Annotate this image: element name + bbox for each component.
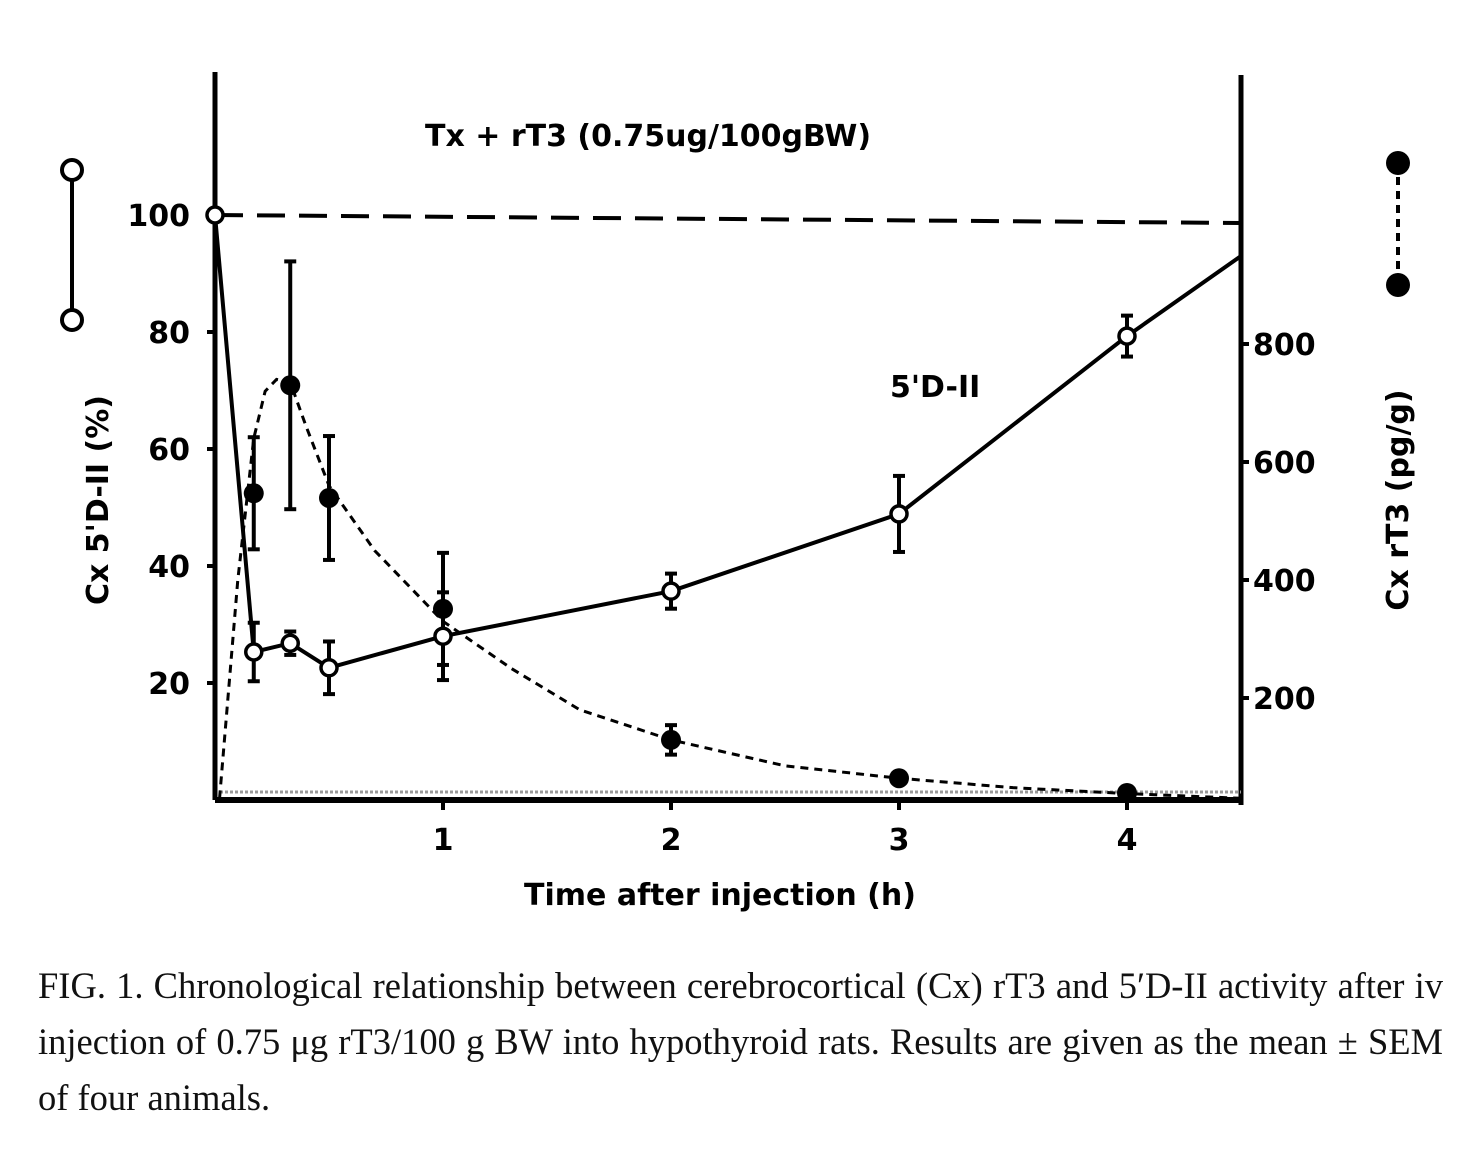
y-axis-label-left: Cx 5'D-II (%) [81, 395, 116, 605]
x-tick-label: 1 [433, 823, 454, 858]
5dii-point [280, 633, 300, 653]
x-tick-label: 2 [661, 823, 682, 858]
y-tick-label-right: 800 [1253, 328, 1316, 363]
caption-text: Chronological relationship between cereb… [38, 965, 1443, 1118]
rt3-point [1117, 782, 1137, 803]
legend-filled-circle [1386, 151, 1410, 297]
5dii-point [205, 205, 225, 225]
rt3-point [243, 483, 264, 504]
figure-caption: FIG. 1. Chronological relationship betwe… [38, 958, 1443, 1126]
legend-open-circle [60, 158, 84, 332]
rt3-point [661, 729, 681, 750]
5dii-point [1117, 326, 1137, 346]
y-tick-label-left: 20 [148, 667, 190, 702]
y-tick-label-left: 60 [148, 433, 190, 468]
y-axis-label-right: Cx rT3 (pg/g) [1381, 389, 1416, 610]
5dii-point [433, 626, 453, 646]
rt3-curve [218, 377, 1242, 800]
rt3-point [319, 487, 339, 508]
chart: 1 2 3 4 20 40 60 80 100 200 400 600 800 Tx + rT3 (0.… [60, 72, 1416, 913]
x-tick-label: 4 [1117, 823, 1138, 858]
y-tick-label-right: 600 [1253, 446, 1316, 481]
rt3-point [889, 768, 909, 789]
y-tick-label-right: 400 [1253, 564, 1316, 599]
5dii-line [213, 214, 1243, 670]
annotation-5dii: 5'D-II [890, 370, 980, 405]
y-tick-label-left: 40 [148, 550, 190, 585]
5dii-point [661, 581, 681, 601]
y-tick-label-right: 200 [1253, 682, 1316, 717]
axes: 1 2 3 4 20 40 60 80 100 200 400 600 800 [127, 72, 1316, 858]
caption-label: FIG. 1. [38, 965, 144, 1006]
control-line [214, 213, 1242, 225]
y-tick-label-left: 100 [127, 199, 190, 234]
5dii-point [319, 658, 339, 678]
x-tick-label: 3 [889, 823, 910, 858]
rt3-point [280, 375, 301, 396]
x-axis-label: Time after injection (h) [524, 878, 916, 913]
y-tick-label-left: 80 [148, 316, 190, 351]
5dii-point [889, 504, 909, 524]
5dii-point [244, 642, 264, 662]
marks [205, 205, 1243, 803]
chart-title: Tx + rT3 (0.75ug/100gBW) [425, 119, 871, 154]
